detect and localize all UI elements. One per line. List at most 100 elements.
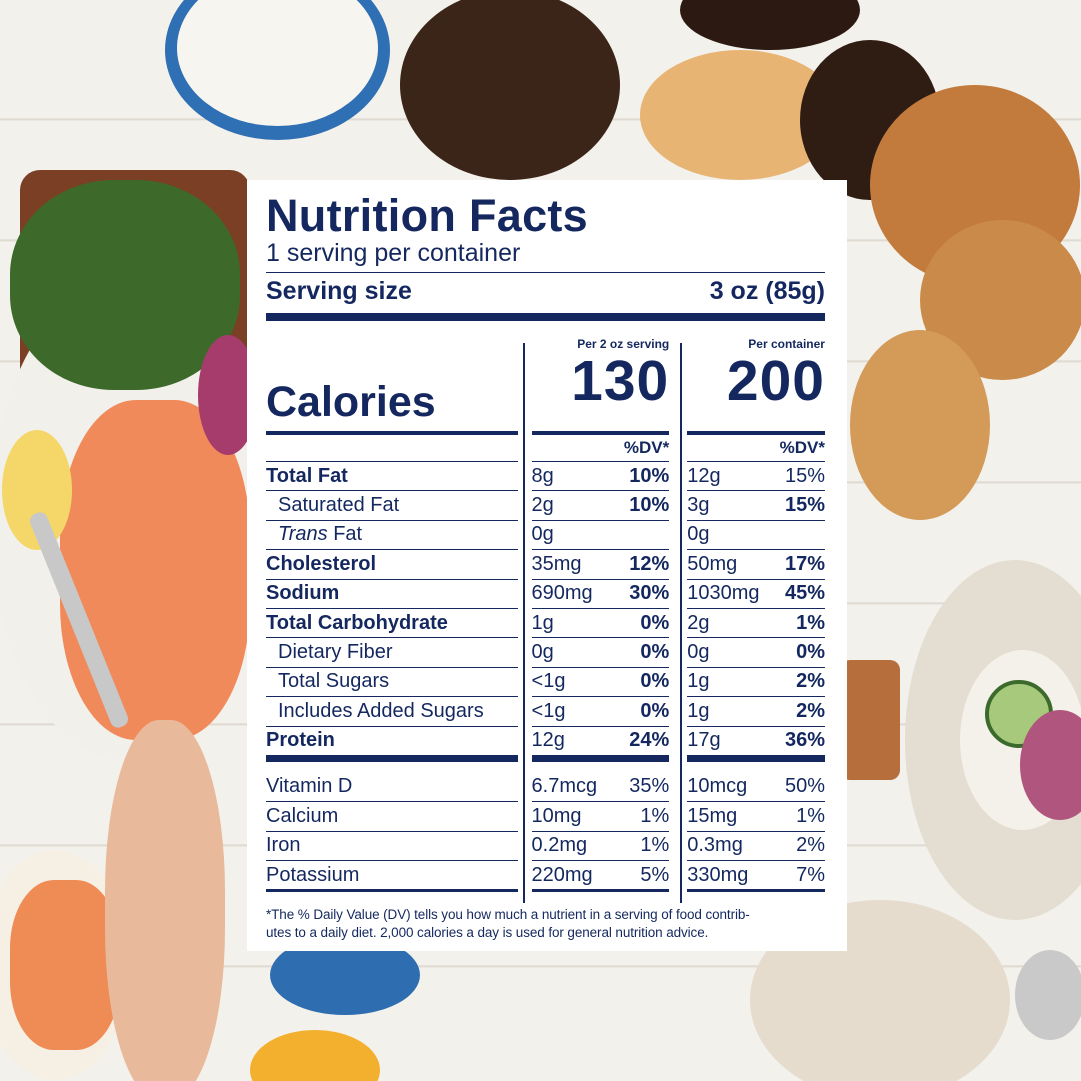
daily-value-percent: 1% <box>796 611 825 634</box>
red-onion <box>1020 710 1081 820</box>
thick-divider <box>266 754 825 762</box>
wooden-board <box>840 660 900 780</box>
daily-value-percent: 2% <box>796 699 825 722</box>
nutrient-name: Total Carbohydrate <box>266 607 518 637</box>
amount-value: 330mg <box>687 863 749 886</box>
nutrient-name: Saturated Fat <box>266 490 518 519</box>
column-header-serving: Per 2 oz serving <box>577 337 670 351</box>
daily-value-percent: 7% <box>796 863 825 886</box>
amount-cell: 0.3mg 2% <box>687 830 825 860</box>
daily-value-percent: 15% <box>784 494 825 517</box>
amount-value: 3g <box>687 494 710 517</box>
nutrient-name: Dietary Fiber <box>266 637 518 666</box>
nutrient-row: Cholesterol 35mg 12% 50mg 17% <box>266 549 825 578</box>
amount-value: 0g <box>531 523 554 546</box>
amount-value: 8g <box>531 464 554 487</box>
nutrient-name: Total Fat <box>266 461 518 490</box>
daily-value-percent: 1% <box>796 804 825 827</box>
daily-value-percent: 35% <box>629 775 670 798</box>
daily-value-percent: 10% <box>629 494 670 517</box>
daily-value-percent: 0% <box>796 641 825 664</box>
amount-value: 1030mg <box>687 582 760 605</box>
daily-value-percent: 45% <box>784 582 825 605</box>
amount-cell: 0g <box>687 519 825 549</box>
amount-value: 10mcg <box>687 775 748 798</box>
nutrient-row: Protein 12g 24% 17g 36% <box>266 725 825 755</box>
amount-value: 6.7mcg <box>531 775 598 798</box>
vitamin-row: Iron 0.2mg 1% 0.3mg 2% <box>266 830 825 860</box>
amount-cell: 1030mg 45% <box>687 578 825 608</box>
daily-value-footnote: *The % Daily Value (DV) tells you how mu… <box>266 907 750 941</box>
amount-cell: <1g 0% <box>531 696 670 725</box>
daily-value-percent: 12% <box>629 552 670 575</box>
dill-herb <box>10 180 240 390</box>
pumpernickel-bagel <box>400 0 620 180</box>
dv-header: %DV* <box>779 438 825 457</box>
nutrient-row: Dietary Fiber 0g 0% 0g 0% <box>266 637 825 666</box>
nutrient-row: Saturated Fat 2g 10% 3g 15% <box>266 490 825 519</box>
amount-value: 12g <box>687 464 721 487</box>
amount-cell: 35mg 12% <box>531 549 670 578</box>
nutrient-row: Trans Fat 0g 0g <box>266 519 825 549</box>
amount-value: 1g <box>687 699 710 722</box>
amount-value: 12g <box>531 729 565 752</box>
amount-cell: 690mg 30% <box>531 578 670 608</box>
daily-value-percent: 10% <box>629 464 670 487</box>
amount-value: 10mg <box>531 804 582 827</box>
amount-cell: <1g 0% <box>531 666 670 696</box>
nutrient-row: Total Carbohydrate 1g 0% 2g 1% <box>266 607 825 637</box>
amount-cell: 50mg 17% <box>687 549 825 578</box>
cream-cheese-bowl <box>165 0 390 140</box>
nutrient-row: Total Fat 8g 10% 12g 15% <box>266 461 825 490</box>
sesame-bagel <box>850 330 990 520</box>
dark-bagel <box>680 0 860 50</box>
amount-value: 0g <box>531 641 554 664</box>
daily-value-percent: 5% <box>640 863 670 886</box>
daily-value-percent: 50% <box>784 775 825 798</box>
serving-size-value: 3 oz (85g) <box>709 277 825 305</box>
daily-value-percent: 0% <box>640 641 670 664</box>
amount-cell: 6.7mcg 35% <box>532 772 670 801</box>
vitamin-row: Potassium 220mg 5% 330mg 7% <box>266 860 825 889</box>
amount-value: 0.2mg <box>531 834 588 857</box>
column-divider <box>680 343 682 903</box>
amount-value: 0.3mg <box>687 834 743 857</box>
servings-per-container: 1 serving per container <box>266 239 521 267</box>
daily-value-percent: 1% <box>640 834 670 857</box>
daily-value-percent: 17% <box>784 552 825 575</box>
amount-value: 1g <box>687 670 710 693</box>
amount-value: 1g <box>531 611 554 634</box>
amount-value: 220mg <box>531 863 593 886</box>
medium-divider <box>266 431 825 435</box>
nutrient-row: Includes Added Sugars <1g 0% 1g 2% <box>266 696 825 725</box>
amount-value: 2g <box>687 611 710 634</box>
amount-value: 690mg <box>531 582 593 605</box>
thick-divider <box>266 313 825 321</box>
nutrient-name: Trans Fat <box>266 519 518 549</box>
amount-cell: 1g 2% <box>687 666 825 696</box>
spoon <box>1015 950 1081 1040</box>
calories-per-container: 200 <box>726 349 825 413</box>
amount-cell: 1g 0% <box>531 607 670 637</box>
amount-cell: 8g 10% <box>531 461 670 490</box>
nutrient-grid: Calories Per 2 oz serving 130 Per contai… <box>266 331 825 903</box>
medium-divider <box>266 889 825 893</box>
smoked-salmon <box>10 880 120 1050</box>
vitamin-row: Vitamin D 6.7mcg 35% 10mcg 50% <box>266 772 825 801</box>
amount-value: 0g <box>687 523 710 546</box>
amount-cell: 0.2mg 1% <box>531 830 670 860</box>
calories-row: Calories Per 2 oz serving 130 Per contai… <box>266 331 825 431</box>
dv-header-row: %DV* %DV* <box>266 435 825 461</box>
amount-cell: 3g 15% <box>687 490 825 519</box>
orange-juice-glass <box>250 1030 380 1081</box>
amount-value: <1g <box>531 699 566 722</box>
divider <box>266 272 825 273</box>
nutrient-name: Potassium <box>266 860 518 889</box>
column-header-container: Per container <box>748 337 825 351</box>
daily-value-percent: 36% <box>784 729 825 752</box>
nutrient-name: Total Sugars <box>266 666 518 696</box>
amount-value: 17g <box>687 729 721 752</box>
daily-value-percent: 2% <box>796 834 825 857</box>
amount-value: 0g <box>687 641 710 664</box>
amount-cell: 0g 0% <box>687 637 825 666</box>
